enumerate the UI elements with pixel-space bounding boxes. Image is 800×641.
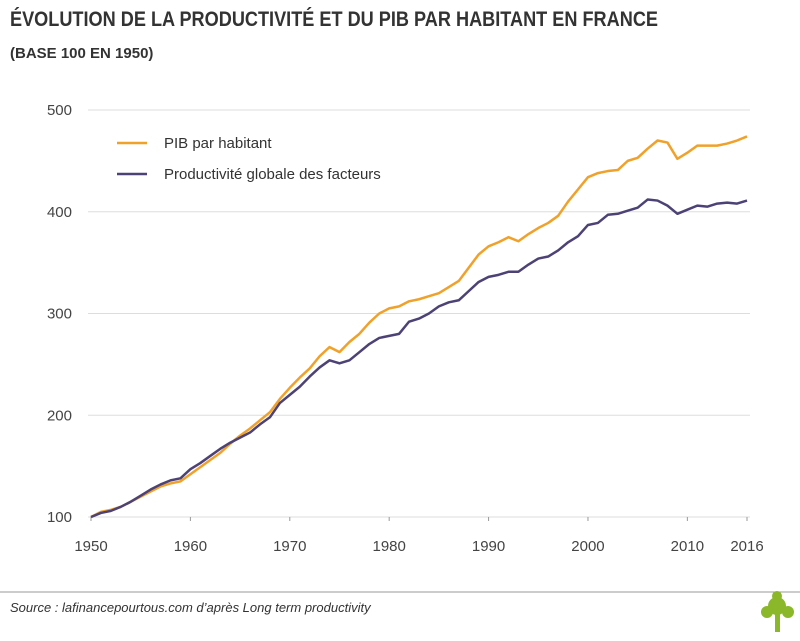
chart-title: ÉVOLUTION DE LA PRODUCTIVITÉ ET DU PIB P… [10,8,658,31]
logo [761,591,794,632]
y-tick-label: 400 [47,204,72,221]
chart-subtitle: (BASE 100 EN 1950) [10,45,153,62]
x-tick-label: 2010 [671,538,704,555]
line-series [90,135,748,519]
y-tick-label: 100 [47,509,72,526]
y-tick-label: 300 [47,306,72,323]
x-tick-label: 1980 [372,538,405,555]
y-tick-label: 200 [47,407,72,424]
line-series [90,198,748,519]
legend-label: Productivité globale des facteurs [164,166,381,183]
legend-label: PIB par habitant [164,135,272,152]
source: Source : lafinancepourtous.com d’après L… [10,600,372,615]
x-tick-label: 2016 [730,538,763,555]
x-tick-label: 1990 [472,538,505,555]
x-tick-label: 1960 [174,538,207,555]
y-tick-label: 500 [47,102,72,119]
x-tick-label: 1950 [74,538,107,555]
x-tick-label: 2000 [571,538,604,555]
x-tick-label: 1970 [273,538,306,555]
